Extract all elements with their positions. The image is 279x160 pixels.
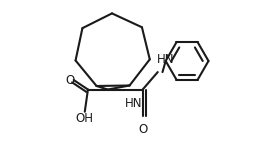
Text: O: O [65,73,74,87]
Text: HN: HN [124,97,142,110]
Text: O: O [139,123,148,136]
Text: HN: HN [157,53,174,66]
Text: OH: OH [75,112,93,125]
